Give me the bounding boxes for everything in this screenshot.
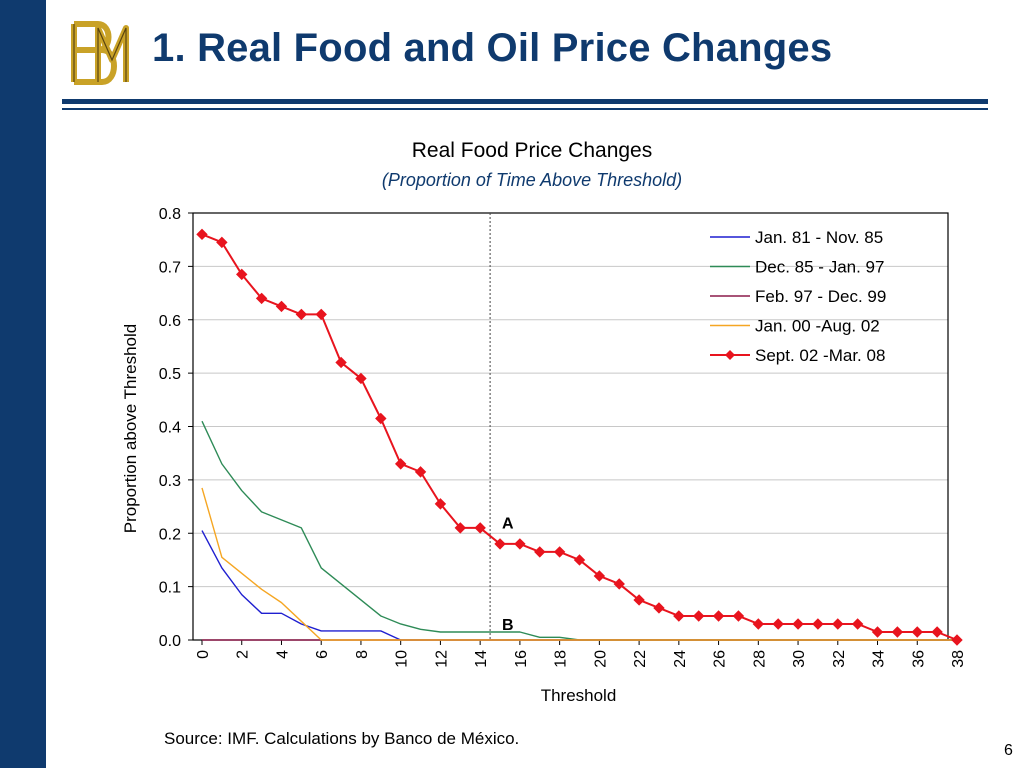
data-point: [613, 578, 625, 590]
x-tick-label: 30: [791, 650, 808, 668]
data-point: [633, 594, 645, 606]
title-rule-thick: [62, 99, 988, 104]
x-tick-label: 20: [592, 650, 609, 668]
y-tick-label: 0.1: [159, 580, 181, 597]
y-tick-label: 0.7: [159, 259, 181, 276]
data-point: [553, 546, 566, 558]
data-point: [434, 498, 447, 510]
data-point: [891, 626, 904, 638]
banxico-logo: [71, 21, 129, 85]
sidebar-band: [0, 0, 46, 768]
data-point: [414, 466, 427, 478]
data-point: [335, 356, 347, 369]
chart-subtitle: (Proportion of Time Above Threshold): [381, 170, 683, 190]
data-point: [593, 570, 606, 582]
data-point: [792, 618, 804, 630]
x-tick-label: 34: [871, 650, 888, 668]
x-tick-label: 36: [910, 650, 927, 668]
legend-label: Sept. 02 -Mar. 08: [755, 346, 885, 365]
annotation-label: A: [502, 516, 514, 533]
data-point: [931, 626, 943, 638]
data-point: [534, 546, 546, 558]
y-axis-title: Proportion above Threshold: [121, 324, 140, 534]
y-tick-label: 0.2: [159, 526, 181, 543]
legend-label: Jan. 00 -Aug. 02: [755, 317, 880, 336]
legend-marker: [725, 350, 735, 360]
x-tick-label: 18: [553, 650, 570, 668]
slide-title: 1. Real Food and Oil Price Changes: [152, 26, 833, 70]
x-tick-label: 32: [831, 650, 848, 668]
data-point: [375, 412, 387, 425]
data-point: [454, 522, 466, 534]
x-tick-label: 14: [473, 650, 490, 668]
title-rule-thin: [62, 108, 988, 110]
chart-title: Real Food Price Changes: [411, 139, 653, 162]
y-tick-label: 0.3: [159, 473, 181, 490]
data-point: [812, 618, 824, 630]
y-tick-label: 0.0: [159, 633, 181, 650]
series-line-3: [201, 487, 957, 641]
data-point: [474, 522, 486, 534]
data-point: [653, 602, 665, 614]
x-axis-title: Threshold: [541, 686, 617, 705]
data-point: [871, 626, 884, 638]
legend-label: Feb. 97 - Dec. 99: [755, 287, 886, 306]
x-tick-label: 24: [672, 650, 689, 668]
data-point: [573, 554, 586, 566]
data-point: [851, 618, 864, 630]
data-point: [832, 618, 844, 630]
data-point: [315, 308, 327, 321]
data-point: [275, 300, 288, 313]
y-tick-label: 0.5: [159, 366, 181, 383]
x-tick-label: 6: [314, 650, 331, 659]
x-tick-label: 28: [751, 650, 768, 668]
y-tick-label: 0.4: [159, 420, 181, 437]
data-point: [394, 458, 407, 470]
x-tick-label: 26: [712, 650, 729, 668]
data-point: [693, 610, 705, 622]
data-point: [514, 538, 526, 550]
data-point: [494, 538, 506, 550]
annotation-label: B: [502, 617, 514, 634]
source-note: Source: IMF. Calculations by Banco de Mé…: [164, 729, 520, 748]
x-tick-label: 0: [195, 650, 212, 659]
series-line-1: [201, 420, 957, 641]
x-tick-label: 8: [354, 650, 371, 659]
x-tick-label: 16: [513, 650, 530, 668]
data-point: [911, 626, 923, 638]
x-tick-label: 4: [274, 650, 291, 659]
legend-label: Jan. 81 - Nov. 85: [755, 228, 883, 247]
data-point: [772, 618, 784, 630]
x-tick-label: 22: [632, 650, 649, 668]
line-chart: 0.00.10.20.30.40.50.60.70.80 2 4 6 8 10 12 14 16…: [121, 206, 967, 705]
data-point: [732, 610, 745, 622]
data-point: [216, 236, 228, 249]
data-point: [295, 308, 308, 321]
y-tick-label: 0.6: [159, 313, 181, 330]
x-tick-label: 2: [235, 650, 252, 659]
x-tick-label: 10: [394, 650, 411, 668]
data-point: [673, 610, 685, 622]
data-point: [712, 610, 725, 622]
data-point: [752, 618, 765, 630]
data-point: [236, 268, 248, 281]
data-point: [355, 372, 367, 385]
y-tick-label: 0.8: [159, 206, 181, 223]
data-point: [951, 634, 963, 646]
page-number: 6: [1004, 742, 1013, 759]
legend-label: Dec. 85 - Jan. 97: [755, 258, 884, 277]
x-tick-label: 12: [433, 650, 450, 668]
data-point: [255, 292, 268, 305]
x-tick-label: 38: [950, 650, 967, 668]
data-point: [196, 228, 208, 241]
